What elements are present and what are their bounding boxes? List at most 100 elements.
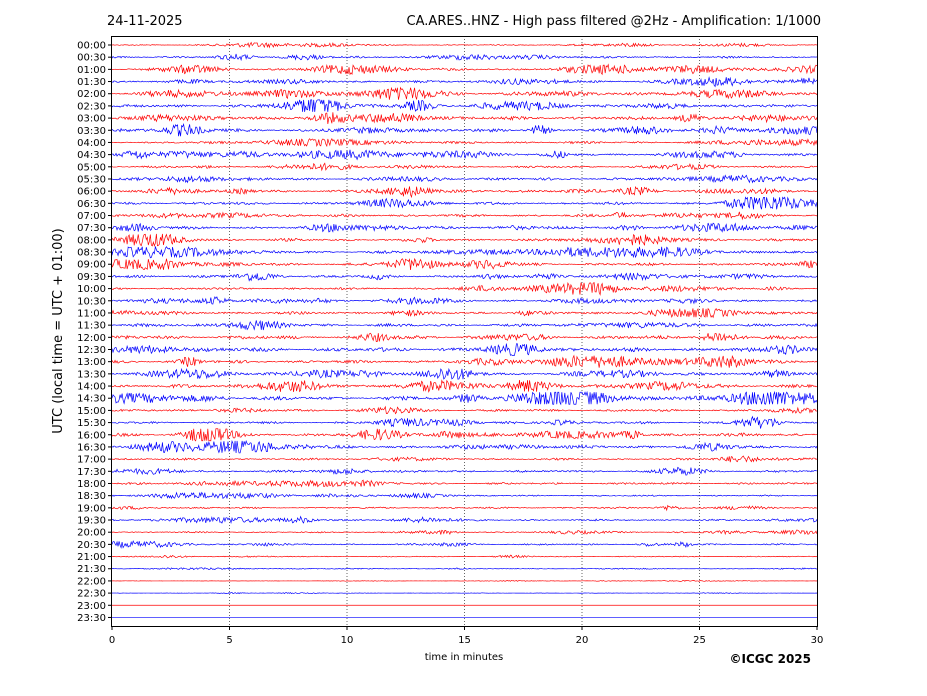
row-label: 17:00 bbox=[77, 455, 106, 466]
trace-1930 bbox=[111, 515, 818, 525]
x-axis-label: time in minutes bbox=[425, 652, 504, 663]
trace-1000 bbox=[111, 281, 818, 296]
row-label: 02:00 bbox=[77, 89, 106, 100]
trace-1100 bbox=[111, 307, 818, 319]
trace-0930 bbox=[111, 272, 818, 282]
row-label: 11:00 bbox=[77, 308, 106, 319]
trace-0030 bbox=[111, 53, 818, 62]
row-label: 01:00 bbox=[77, 65, 106, 76]
chart-title: CA.ARES..HNZ - High pass filtered @2Hz -… bbox=[407, 14, 821, 29]
trace-0430 bbox=[111, 149, 817, 161]
x-tick-label: 0 bbox=[109, 635, 115, 646]
row-label: 21:00 bbox=[77, 552, 106, 563]
chart-date: 24-11-2025 bbox=[107, 14, 183, 29]
row-label: 03:00 bbox=[77, 114, 106, 125]
row-label: 17:30 bbox=[77, 467, 106, 478]
row-label: 23:30 bbox=[77, 613, 106, 624]
trace-0530 bbox=[111, 174, 818, 184]
row-label: 10:00 bbox=[77, 284, 106, 295]
row-label: 19:00 bbox=[77, 503, 106, 514]
x-tick-label: 10 bbox=[341, 635, 354, 646]
trace-1630 bbox=[111, 439, 818, 454]
trace-1200 bbox=[111, 332, 818, 342]
trace-1700 bbox=[111, 455, 818, 463]
trace-2230 bbox=[111, 592, 818, 595]
trace-1230 bbox=[111, 343, 818, 356]
row-label: 21:30 bbox=[77, 564, 106, 575]
trace-1500 bbox=[111, 405, 818, 415]
trace-rows bbox=[111, 41, 818, 618]
trace-1800 bbox=[111, 479, 818, 488]
trace-2200 bbox=[111, 580, 818, 582]
row-label: 05:00 bbox=[77, 162, 106, 173]
x-tick-label: 25 bbox=[693, 635, 706, 646]
trace-0600 bbox=[111, 185, 818, 199]
trace-0100 bbox=[111, 63, 818, 76]
trace-0400 bbox=[111, 138, 818, 148]
row-label: 06:30 bbox=[77, 199, 106, 210]
row-label: 03:30 bbox=[77, 126, 106, 137]
x-tick-label: 30 bbox=[811, 635, 824, 646]
trace-0730 bbox=[111, 222, 818, 233]
trace-0800 bbox=[111, 233, 818, 248]
x-tick-label: 5 bbox=[226, 635, 232, 646]
y-axis-label: UTC (local time = UTC + 01:00) bbox=[51, 228, 66, 433]
trace-0230 bbox=[111, 99, 818, 112]
row-label: 07:30 bbox=[77, 223, 106, 234]
trace-1400 bbox=[111, 379, 818, 393]
row-label: 15:00 bbox=[77, 406, 106, 417]
trace-0500 bbox=[111, 162, 818, 172]
row-label: 00:30 bbox=[77, 53, 106, 64]
row-label: 22:00 bbox=[77, 576, 106, 587]
row-label: 16:30 bbox=[77, 442, 106, 453]
plot-frame bbox=[111, 36, 818, 627]
row-label: 12:00 bbox=[77, 333, 106, 344]
row-label: 22:30 bbox=[77, 589, 106, 600]
trace-1730 bbox=[111, 466, 818, 476]
row-label: 01:30 bbox=[77, 77, 106, 88]
row-label: 13:00 bbox=[77, 357, 106, 368]
row-label: 04:30 bbox=[77, 150, 106, 161]
row-label: 14:30 bbox=[77, 394, 106, 405]
trace-0000 bbox=[111, 41, 818, 49]
trace-2030 bbox=[111, 540, 818, 549]
x-tick-label: 20 bbox=[576, 635, 589, 646]
row-label: 20:00 bbox=[77, 528, 106, 539]
row-label: 09:00 bbox=[77, 260, 106, 271]
row-label: 10:30 bbox=[77, 296, 106, 307]
row-label: 11:30 bbox=[77, 321, 106, 332]
trace-1600 bbox=[111, 428, 818, 442]
trace-0830 bbox=[111, 246, 818, 259]
row-label: 00:00 bbox=[77, 41, 106, 52]
trace-2000 bbox=[111, 529, 818, 536]
trace-0900 bbox=[111, 257, 818, 271]
trace-1530 bbox=[111, 415, 818, 429]
row-label: 05:30 bbox=[77, 174, 106, 185]
row-label: 15:30 bbox=[77, 418, 106, 429]
row-label: 12:30 bbox=[77, 345, 106, 356]
row-label: 20:30 bbox=[77, 540, 106, 551]
trace-0300 bbox=[111, 112, 818, 125]
minute-grid bbox=[229, 36, 700, 626]
row-label: 18:30 bbox=[77, 491, 106, 502]
row-label: 08:00 bbox=[77, 235, 106, 246]
trace-1130 bbox=[111, 319, 818, 331]
trace-0130 bbox=[111, 76, 818, 88]
trace-1030 bbox=[111, 296, 818, 306]
row-label: 19:30 bbox=[77, 516, 106, 527]
row-label: 09:30 bbox=[77, 272, 106, 283]
trace-1330 bbox=[111, 367, 818, 380]
row-label: 04:00 bbox=[77, 138, 106, 149]
row-label: 08:30 bbox=[77, 248, 106, 259]
row-label: 23:00 bbox=[77, 601, 106, 612]
trace-0630 bbox=[111, 196, 818, 210]
row-label: 06:00 bbox=[77, 187, 106, 198]
row-label: 18:00 bbox=[77, 479, 106, 490]
row-label: 16:00 bbox=[77, 430, 106, 441]
x-tick-label: 15 bbox=[458, 635, 471, 646]
trace-1430 bbox=[111, 390, 818, 406]
row-label: 14:00 bbox=[77, 382, 106, 393]
